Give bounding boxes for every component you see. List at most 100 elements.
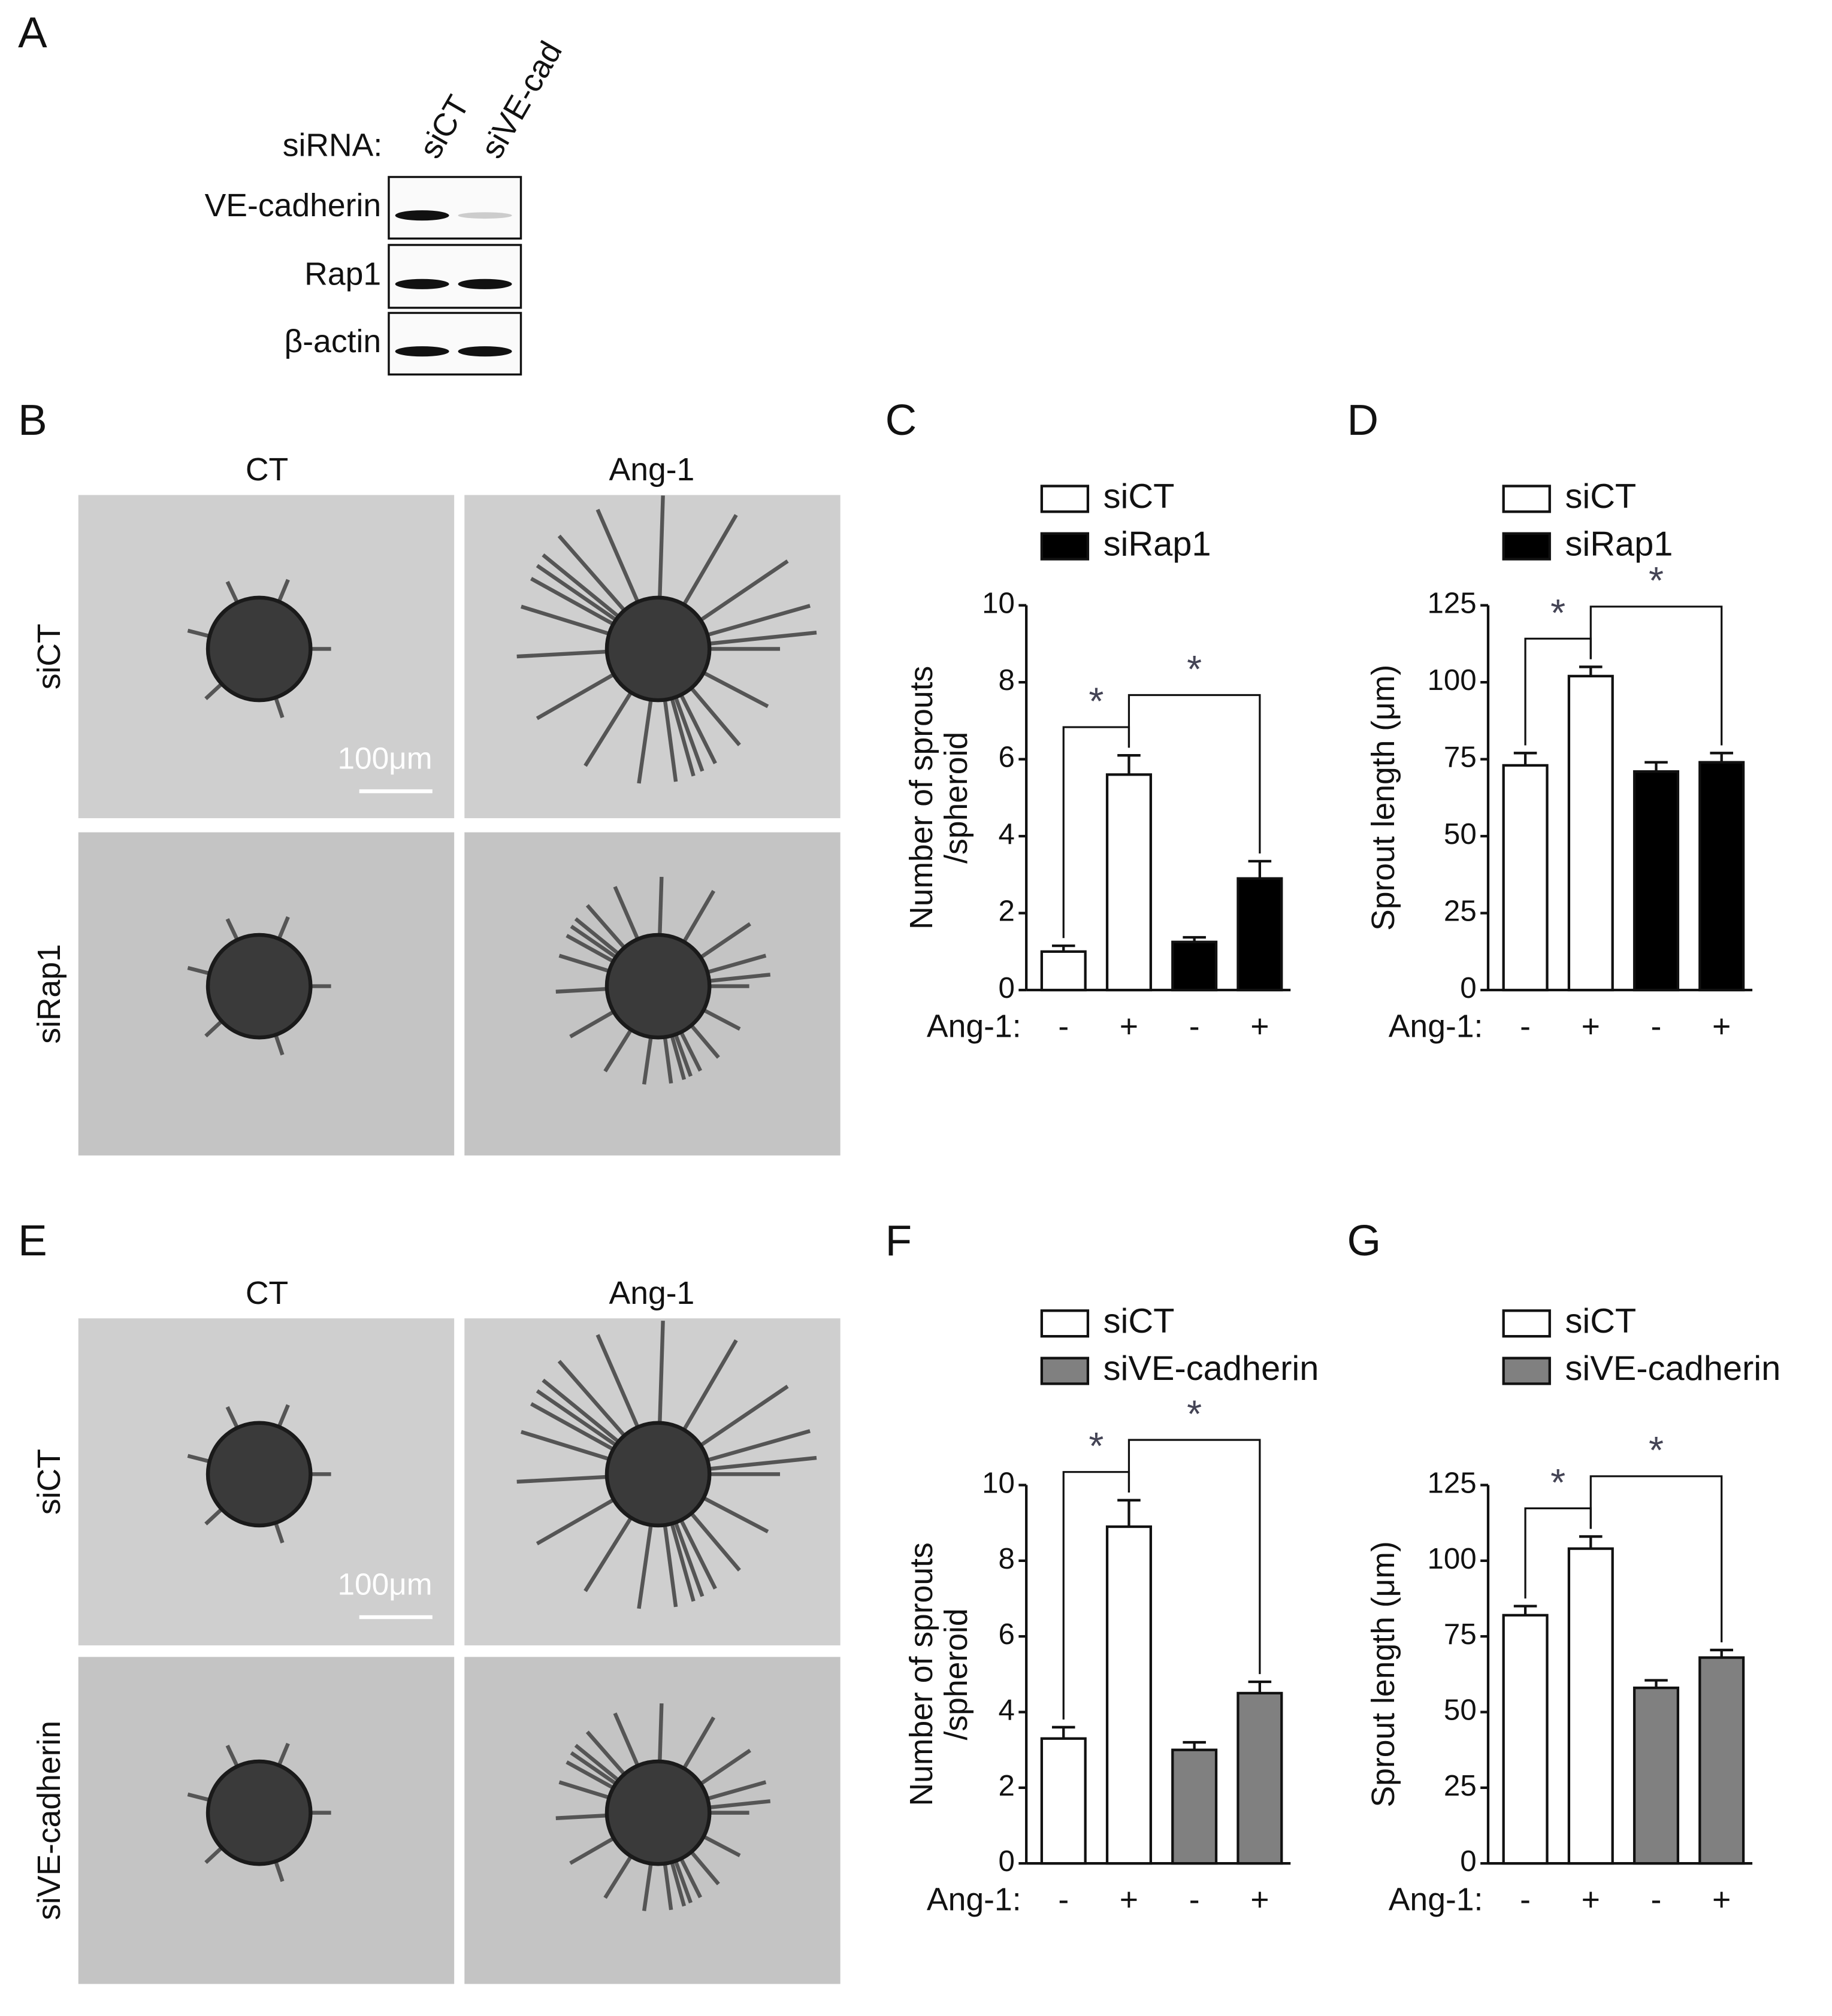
spheroid	[205, 933, 313, 1040]
bar	[1698, 1656, 1745, 1865]
panel-label: B	[18, 396, 47, 444]
significance-bracket	[1589, 1475, 1723, 1643]
x-tick-label: +	[1250, 1882, 1269, 1918]
x-tick-label: -	[1189, 1009, 1200, 1044]
x-axis-label: Ang-1:	[927, 1882, 1021, 1918]
band	[395, 279, 449, 289]
y-tick-label: 100	[1428, 1542, 1477, 1575]
y-tick-label: 0	[1460, 971, 1476, 1004]
y-tick-label: 125	[1428, 1467, 1477, 1500]
blot-row-label: VE-cadherin	[205, 188, 381, 223]
lane-label: siCT	[413, 90, 476, 165]
y-tick-label: 0	[1460, 1845, 1476, 1878]
legend-swatch	[1502, 532, 1551, 561]
spheroid	[205, 595, 313, 703]
legend-label: siCT	[1565, 477, 1636, 516]
y-axis-label: Number of sprouts	[904, 1542, 939, 1806]
row-label: siCT	[32, 1449, 67, 1515]
x-tick-label: -	[1058, 1009, 1069, 1044]
legend-label: siRap1	[1104, 525, 1211, 563]
y-axis-label: Sprout length (μm)	[1366, 1541, 1401, 1807]
x-axis-label: Ang-1:	[1389, 1009, 1483, 1044]
lane-label: siVE-cad	[474, 35, 569, 164]
legend-swatch	[1502, 485, 1551, 513]
bar	[1567, 1547, 1614, 1865]
y-tick-label: 10	[982, 1467, 1015, 1500]
blot-box	[388, 244, 522, 309]
blot-box	[388, 311, 522, 376]
legend-swatch	[1502, 1357, 1551, 1385]
panel-label: E	[18, 1216, 47, 1265]
column-label: Ang-1	[609, 1276, 695, 1311]
panel-label: A	[18, 8, 47, 57]
y-tick-label: 25	[1444, 895, 1477, 928]
y-axis-label: Number of sprouts	[904, 666, 939, 930]
spheroid	[604, 933, 712, 1040]
x-tick-label: -	[1058, 1882, 1069, 1918]
y-tick-label: 6	[998, 1618, 1014, 1651]
band	[395, 210, 449, 221]
legend-swatch	[1040, 485, 1090, 513]
y-axis-label: Sprout length (μm)	[1366, 665, 1401, 931]
column-label: CT	[246, 1276, 288, 1311]
x-tick-label: -	[1520, 1009, 1531, 1044]
significance-star: *	[1649, 559, 1664, 602]
legend-label: siVE-cadherin	[1104, 1349, 1319, 1388]
column-label: Ang-1	[609, 452, 695, 488]
bar	[1171, 940, 1218, 992]
x-tick-label: -	[1520, 1882, 1531, 1918]
bar	[1633, 1686, 1680, 1865]
panel-label: C	[885, 396, 917, 444]
bar	[1040, 950, 1087, 992]
significance-star: *	[1550, 1461, 1565, 1504]
x-axis-label: Ang-1:	[1389, 1882, 1483, 1918]
scale-bar-label: 100μm	[337, 1566, 432, 1601]
spheroid	[604, 595, 712, 703]
legend-swatch	[1040, 1357, 1090, 1385]
x-tick-label: -	[1651, 1882, 1662, 1918]
x-tick-label: +	[1120, 1882, 1138, 1918]
y-tick-label: 50	[1444, 818, 1477, 850]
spheroid	[205, 1759, 313, 1866]
y-tick-label: 100	[1428, 664, 1477, 697]
y-axis-label: /spheroid	[939, 1608, 974, 1740]
significance-star: *	[1187, 647, 1202, 691]
legend-label: siCT	[1565, 1302, 1636, 1340]
spheroid	[604, 1421, 712, 1528]
x-tick-label: +	[1582, 1009, 1600, 1044]
significance-star: *	[1089, 1424, 1104, 1467]
row-label: siCT	[32, 623, 67, 689]
significance-star: *	[1649, 1428, 1664, 1472]
x-tick-label: -	[1651, 1009, 1662, 1044]
significance-bracket	[1589, 606, 1723, 746]
x-tick-label: +	[1712, 1009, 1731, 1044]
y-tick-label: 8	[998, 1542, 1014, 1575]
band	[458, 346, 512, 357]
bar	[1502, 1614, 1549, 1865]
significance-star: *	[1187, 1393, 1202, 1436]
x-axis-label: Ang-1:	[927, 1009, 1021, 1044]
x-tick-label: +	[1250, 1009, 1269, 1044]
legend-label: siCT	[1104, 477, 1175, 516]
legend-label: siRap1	[1565, 525, 1673, 563]
spheroid	[205, 1421, 313, 1528]
significance-star: *	[1089, 679, 1104, 722]
band	[458, 279, 512, 289]
bar	[1237, 877, 1283, 992]
panel-label: D	[1347, 396, 1378, 444]
y-tick-label: 75	[1444, 741, 1477, 774]
legend-label: siCT	[1104, 1302, 1175, 1340]
bar	[1105, 1525, 1152, 1865]
legend-swatch	[1502, 1309, 1551, 1338]
y-tick-label: 0	[998, 971, 1014, 1004]
blot-row-label: β-actin	[284, 324, 381, 359]
y-tick-label: 50	[1444, 1694, 1477, 1727]
blot-box	[388, 175, 522, 240]
spheroid	[604, 1759, 712, 1866]
significance-star: *	[1550, 591, 1565, 634]
significance-bracket	[1127, 694, 1261, 853]
x-tick-label: -	[1189, 1882, 1200, 1918]
bar	[1502, 764, 1549, 992]
